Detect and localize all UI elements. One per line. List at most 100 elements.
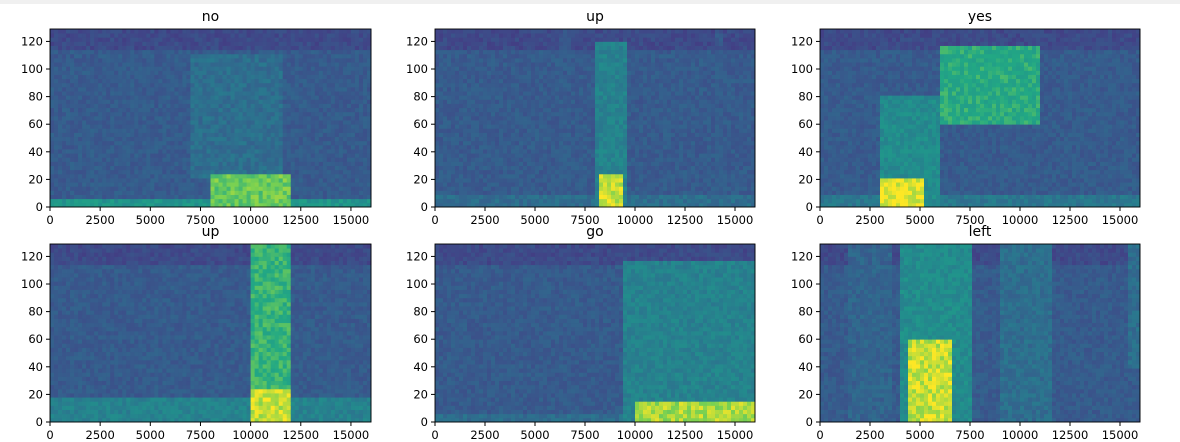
heatmap-cell: [527, 144, 532, 150]
heatmap-cell: [130, 86, 135, 92]
heatmap-cell: [154, 45, 159, 51]
heatmap-cell: [435, 115, 440, 121]
heatmap-cell: [294, 182, 300, 187]
heatmap-cell: [122, 53, 127, 59]
heatmap-cell: [286, 178, 292, 183]
heatmap-cell: [58, 128, 63, 133]
heatmap-cell: [523, 128, 528, 133]
heatmap-cell: [310, 29, 316, 34]
heatmap-cell: [170, 70, 175, 75]
heatmap-cell: [246, 74, 252, 80]
heatmap-cell: [495, 124, 500, 129]
heatmap-cell: [455, 194, 460, 200]
heatmap-cell: [246, 62, 252, 67]
heatmap-cell: [66, 178, 71, 183]
heatmap-cell: [354, 120, 360, 125]
heatmap-cell: [198, 57, 203, 63]
heatmap-cell: [246, 169, 252, 175]
heatmap-cell: [527, 103, 532, 109]
heatmap-cell: [198, 45, 203, 51]
heatmap-cell: [98, 182, 103, 187]
heatmap-cell: [82, 45, 87, 51]
heatmap-cell: [122, 169, 127, 175]
heatmap-cell: [106, 128, 111, 133]
heatmap-cell: [555, 86, 560, 92]
heatmap-cell: [74, 202, 79, 208]
heatmap-cell: [575, 153, 580, 158]
heatmap-cell: [146, 198, 151, 204]
heatmap-cell: [106, 70, 111, 75]
heatmap-cell: [154, 95, 159, 100]
heatmap-cell: [447, 78, 452, 84]
heatmap-cell: [182, 178, 187, 183]
heatmap-cell: [194, 128, 199, 133]
heatmap-cell: [567, 124, 572, 129]
heatmap-cell: [174, 82, 179, 88]
heatmap-cell: [246, 128, 252, 133]
heatmap-cell: [174, 186, 179, 191]
heatmap-cell: [270, 161, 276, 167]
heatmap-cell: [126, 91, 131, 96]
heatmap-cell: [559, 57, 564, 63]
heatmap-cell: [278, 78, 284, 84]
heatmap-cell: [435, 153, 440, 158]
heatmap-cell: [435, 41, 440, 46]
heatmap-cell: [114, 140, 119, 146]
heatmap-cell: [78, 29, 83, 34]
heatmap-cell: [198, 182, 203, 187]
heatmap-cell: [154, 57, 159, 63]
heatmap-cell: [222, 78, 227, 84]
heatmap-cell: [138, 49, 143, 55]
heatmap-cell: [238, 136, 243, 142]
heatmap-cell: [222, 186, 227, 191]
heatmap-cell: [511, 29, 516, 34]
heatmap-cell: [174, 149, 179, 154]
heatmap-cell: [278, 82, 284, 88]
heatmap-cell: [134, 91, 139, 96]
heatmap-cell: [298, 120, 304, 125]
heatmap-cell: [246, 136, 252, 142]
heatmap-cell: [110, 202, 115, 208]
heatmap-cell: [507, 136, 512, 142]
heatmap-cell: [362, 115, 368, 121]
heatmap-cell: [254, 194, 260, 200]
heatmap-cell: [134, 124, 139, 129]
heatmap-cell: [62, 178, 67, 183]
heatmap-cell: [511, 120, 516, 125]
heatmap-cell: [459, 136, 464, 142]
heatmap-cell: [551, 74, 556, 80]
heatmap-cell: [94, 178, 99, 183]
heatmap-cell: [170, 57, 175, 63]
heatmap-cell: [495, 128, 500, 133]
heatmap-cell: [463, 82, 468, 88]
heatmap-cell: [575, 165, 580, 171]
heatmap-cell: [250, 153, 256, 158]
heatmap-cell: [230, 202, 235, 208]
heatmap-cell: [527, 149, 532, 154]
heatmap-cell: [443, 124, 448, 129]
heatmap-cell: [222, 124, 227, 129]
heatmap-cell: [110, 182, 115, 187]
heatmap-cell: [479, 202, 484, 208]
heatmap-cell: [62, 74, 67, 80]
heatmap-cell: [535, 161, 540, 167]
heatmap-cell: [334, 78, 340, 84]
heatmap-cell: [242, 165, 248, 171]
heatmap-cell: [178, 198, 183, 204]
heatmap-cell: [222, 95, 227, 100]
heatmap-cell: [318, 111, 324, 117]
heatmap-cell: [74, 91, 79, 96]
heatmap-cell: [451, 91, 456, 96]
heatmap-cell: [338, 41, 344, 46]
heatmap-cell: [439, 41, 444, 46]
heatmap-cell: [102, 29, 107, 34]
heatmap-cell: [475, 153, 480, 158]
heatmap-cell: [62, 82, 67, 88]
heatmap-cell: [110, 115, 115, 121]
heatmap-cell: [547, 128, 552, 133]
heatmap-cell: [166, 66, 171, 71]
heatmap-cell: [515, 115, 520, 121]
heatmap-cell: [206, 132, 211, 138]
heatmap-cell: [555, 45, 560, 51]
heatmap-cell: [571, 149, 576, 154]
